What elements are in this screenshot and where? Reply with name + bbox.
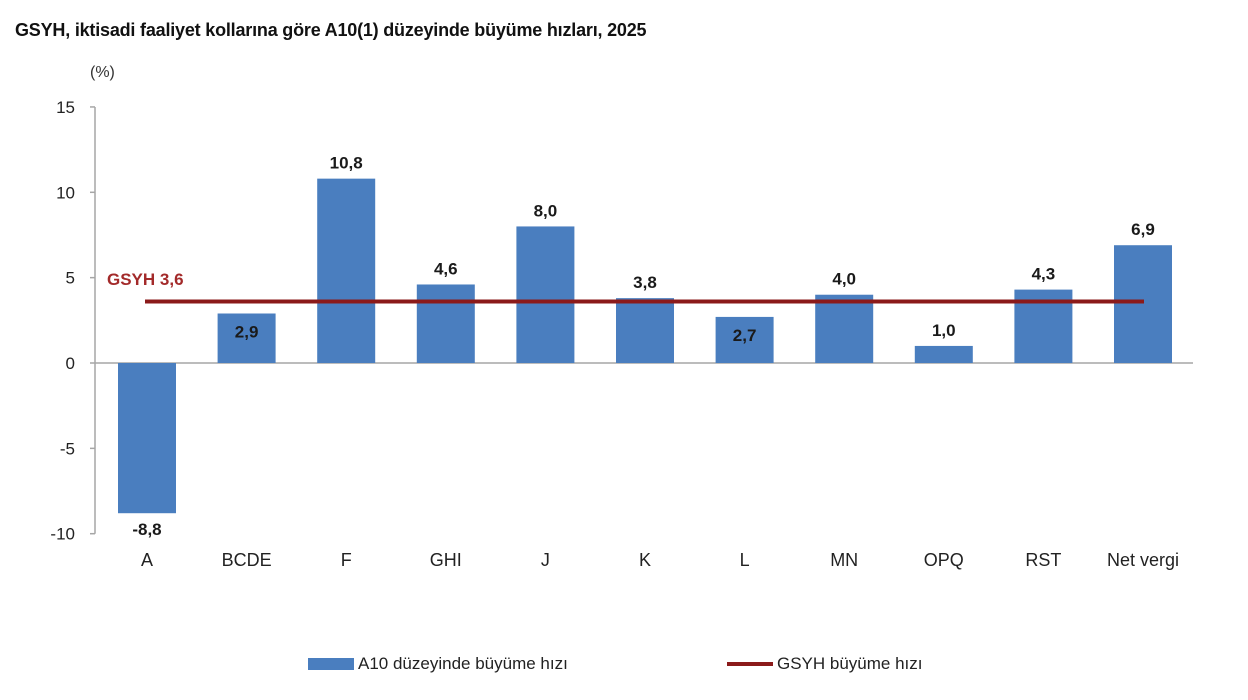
bar-value-label: 10,8: [330, 154, 363, 173]
y-axis-tick-label: 5: [66, 269, 75, 288]
x-axis-category-label: L: [740, 550, 750, 570]
x-axis-category-label: F: [341, 550, 352, 570]
x-axis-category-label: J: [541, 550, 550, 570]
bar-value-label: 3,8: [633, 273, 657, 292]
bar-value-label: 4,3: [1032, 265, 1056, 284]
y-axis-tick-label: 15: [56, 98, 75, 117]
bar-bcde: [217, 313, 276, 363]
legend-line-swatch: [727, 662, 773, 666]
chart-title: GSYH, iktisadi faaliyet kollarına göre A…: [15, 20, 647, 40]
x-axis-category-label: Net vergi: [1107, 550, 1179, 570]
bar-opq: [914, 345, 973, 363]
x-axis-category-label: K: [639, 550, 651, 570]
bar-value-label: 6,9: [1131, 220, 1155, 239]
bar-value-label: 2,9: [235, 322, 259, 341]
bar-value-label: 4,0: [832, 270, 856, 289]
y-axis-tick-label: 10: [56, 183, 75, 202]
y-axis-unit-label: (%): [90, 64, 115, 81]
x-axis-category-label: A: [141, 550, 153, 570]
x-axis-category-label: RST: [1025, 550, 1061, 570]
legend-item-line: GSYH büyüme hızı: [727, 654, 923, 674]
bar-value-label: 2,7: [733, 326, 757, 345]
legend-bar-swatch: [308, 658, 354, 670]
x-axis-category-label: GHI: [430, 550, 462, 570]
bar-value-label: 4,6: [434, 259, 458, 278]
y-axis-tick-label: 0: [66, 354, 75, 373]
legend-line-label: GSYH büyüme hızı: [777, 654, 923, 673]
bar-ghi: [416, 284, 475, 363]
y-axis-tick-label: -10: [50, 525, 75, 544]
bar-a: [118, 363, 176, 514]
bar-value-label: 8,0: [534, 201, 558, 220]
legend-item-bars: A10 düzeyinde büyüme hızı: [308, 654, 568, 674]
y-axis-tick-label: -5: [60, 439, 75, 458]
bar-l: [715, 316, 774, 363]
x-axis-category-label: OPQ: [924, 550, 964, 570]
x-axis-category-label: MN: [830, 550, 858, 570]
bar-net-vergi: [1114, 245, 1172, 363]
bar-k: [616, 298, 674, 363]
bar-mn: [815, 294, 874, 363]
bar-j: [516, 226, 575, 363]
gsyh-reference-label: GSYH 3,6: [107, 270, 184, 289]
legend-bar-label: A10 düzeyinde büyüme hızı: [358, 654, 568, 673]
bar-f: [317, 178, 376, 363]
x-axis-category-label: BCDE: [222, 550, 272, 570]
bar-value-label: -8,8: [132, 520, 161, 539]
bar-value-label: 1,0: [932, 321, 956, 340]
